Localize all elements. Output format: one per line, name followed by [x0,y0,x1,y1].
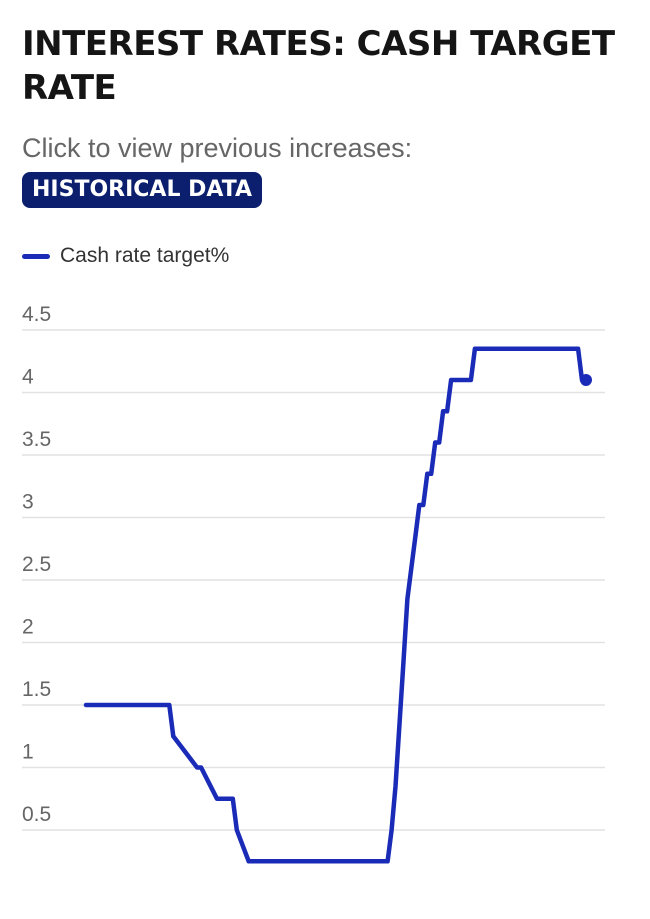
historical-data-button[interactable]: HISTORICAL DATA [22,172,263,208]
chart-subtitle: Click to view previous increases: [22,133,413,163]
chart-legend: Cash rate target% [22,244,229,268]
y-tick-label: 3.5 [22,428,51,451]
chart-title: INTEREST RATES: CASH TARGET RATE [22,24,615,108]
y-tick-label: 1.5 [22,678,51,701]
latest-point-marker[interactable] [580,374,592,386]
y-tick-label: 4.5 [22,303,51,326]
y-tick-label: 4 [22,366,34,389]
legend-label: Cash rate target% [60,244,230,267]
series-line-cash-rate [83,346,589,864]
legend-swatch [22,253,50,259]
y-tick-label: 0.5 [22,803,51,826]
line-chart: 0.5 1 1.5 2 2.5 3 3.5 4 4.5 [22,303,605,864]
y-tick-label: 2 [22,616,34,639]
y-tick-label: 2.5 [22,553,51,576]
y-tick-label: 1 [22,741,34,764]
y-tick-label: 3 [22,491,34,514]
